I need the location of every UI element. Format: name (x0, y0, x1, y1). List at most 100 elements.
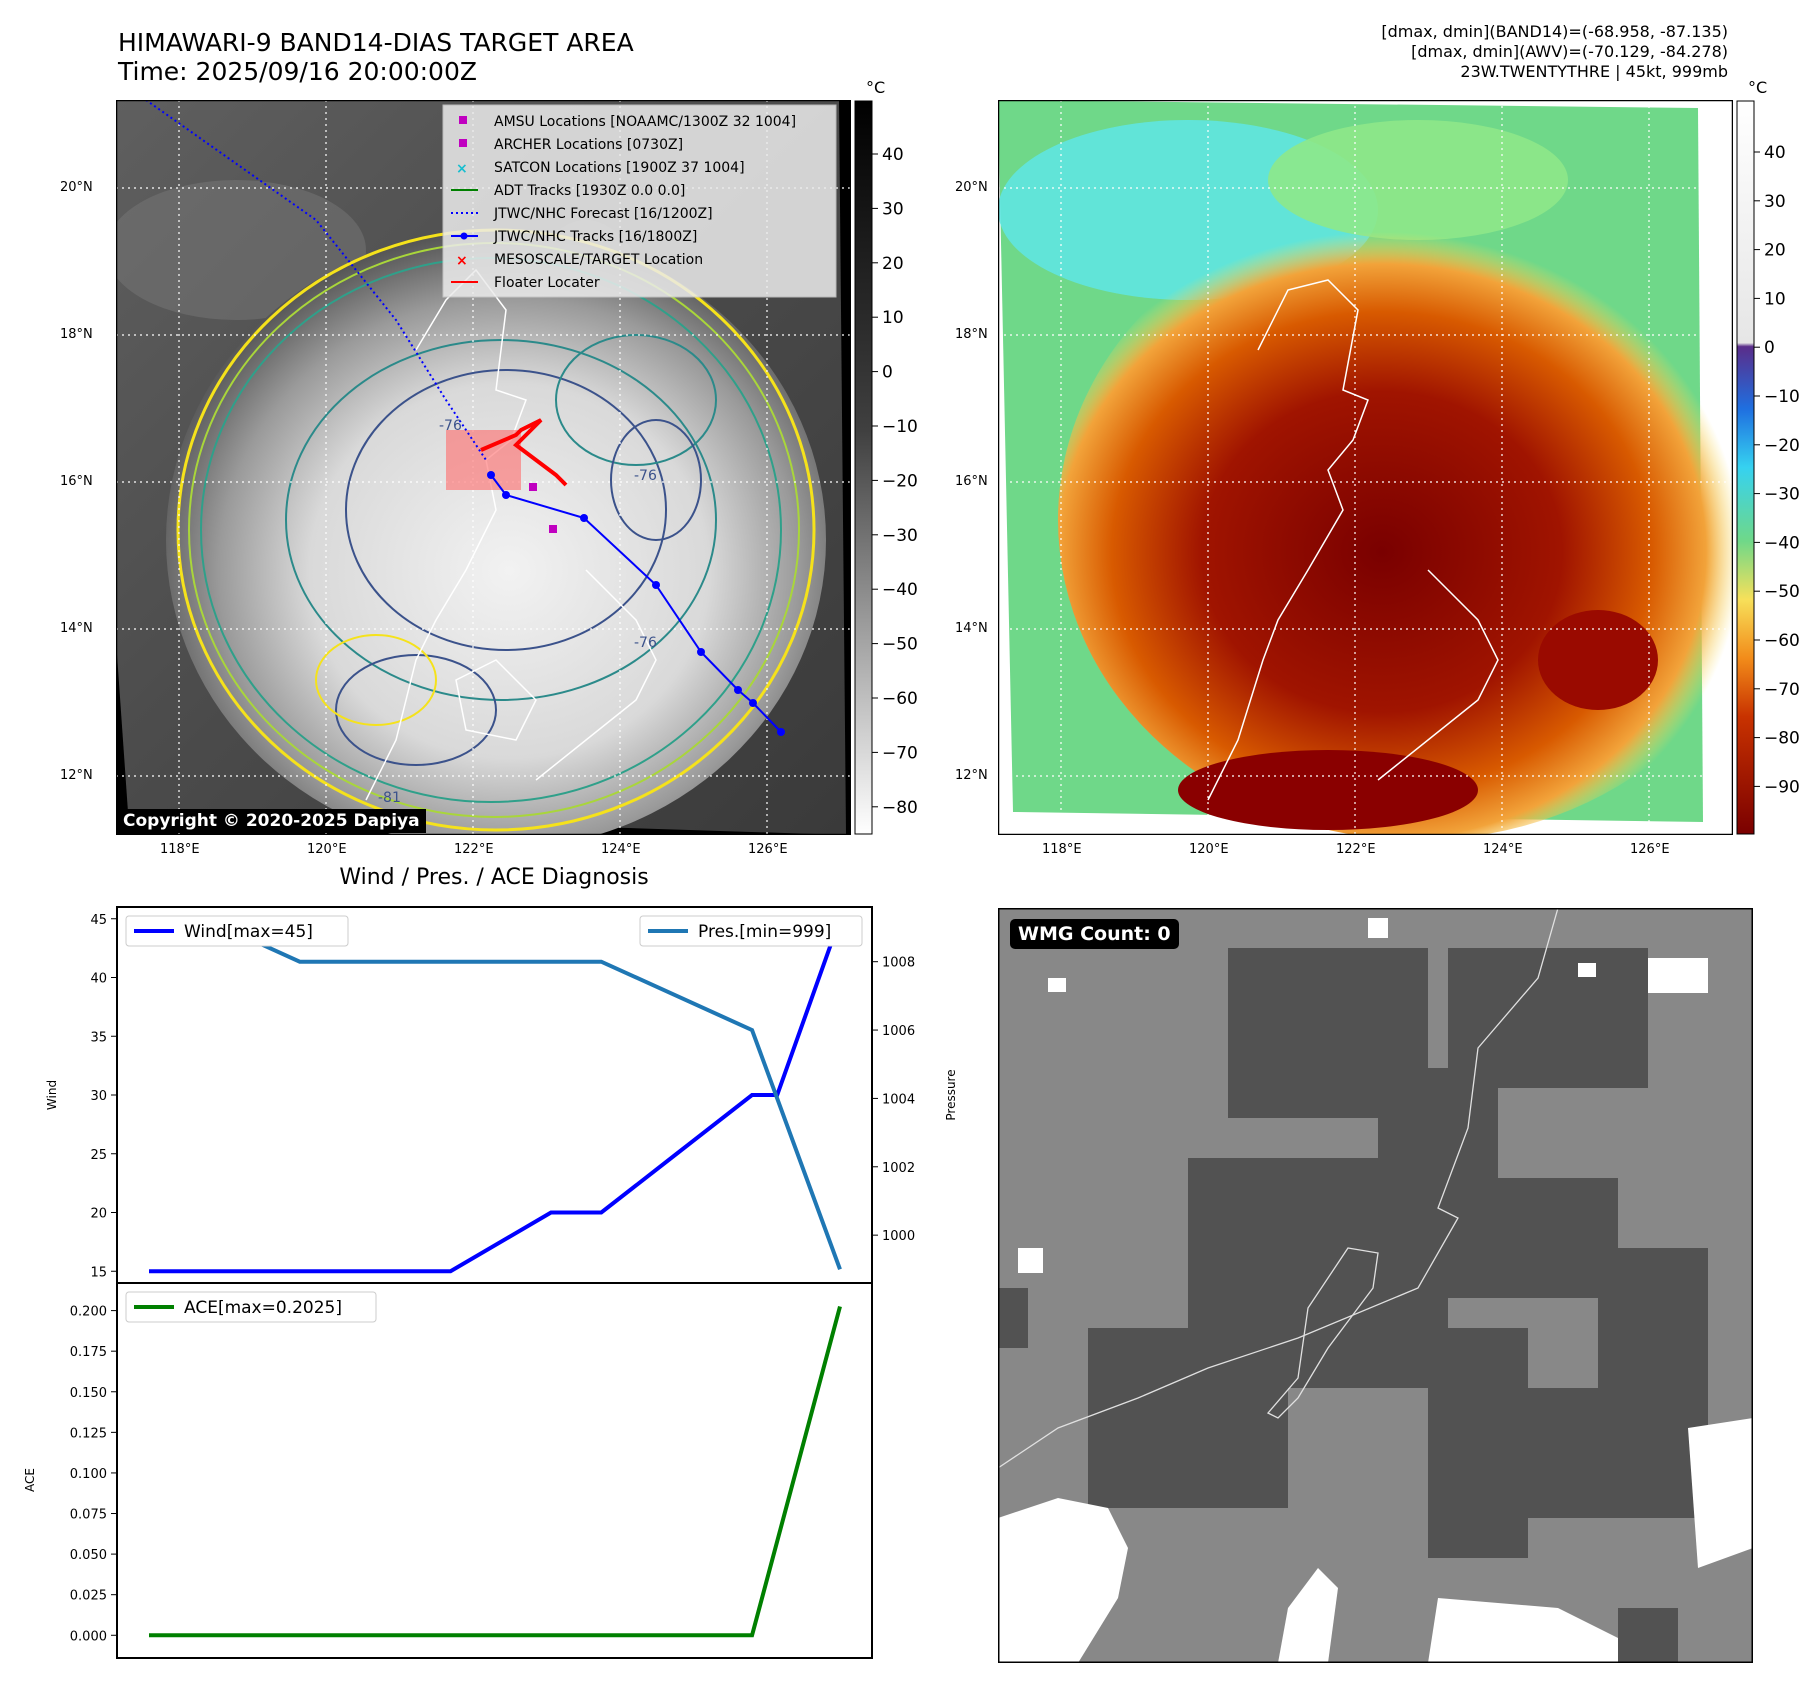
lat-label: 14°N (955, 621, 988, 636)
colorbar-tick-label: 30 (1764, 192, 1786, 212)
lon-label: 118°E (160, 842, 200, 857)
colorbar-tick-label: 20 (1764, 241, 1786, 261)
colorbar-tick-label: −40 (882, 580, 918, 600)
lat-label: 14°N (60, 621, 93, 636)
lat-label: 12°N (60, 768, 93, 783)
ace-axis-label: ACE (23, 1468, 37, 1492)
ace-tick-label: 0.075 (70, 1508, 107, 1523)
colorbar-tick-label: −60 (1764, 631, 1800, 651)
ace-axes (116, 1282, 873, 1659)
floater-locater (480, 418, 568, 487)
lon-label: 124°E (1483, 842, 1523, 857)
wind-tick-label: 25 (90, 1148, 107, 1163)
legend-archer: ARCHER Locations [0730Z] (494, 137, 683, 153)
lon-label: 120°E (1189, 842, 1229, 857)
colorbar-tick-label: −10 (882, 417, 918, 437)
ace-tick-label: 0.125 (70, 1426, 107, 1441)
band14-range-info: [dmax, dmin](BAND14)=(-68.958, -87.135) (1381, 22, 1728, 41)
colorbar-tick-label: −50 (882, 635, 918, 655)
wind-axis-label: Wind (45, 1080, 59, 1110)
colorbar-tick-label: 0 (1764, 338, 1775, 358)
ace-legend-box (125, 1291, 377, 1323)
lat-label: 12°N (955, 768, 988, 783)
colorbar-tick-label: 40 (882, 145, 904, 165)
colorbar-tick-label: 30 (882, 199, 904, 219)
legend-target: MESOSCALE/TARGET Location (494, 252, 703, 268)
colorbar-tick-label: −80 (1764, 729, 1800, 749)
wind-tick-label: 40 (90, 972, 107, 987)
ace-tick-label: 0.025 (70, 1589, 107, 1604)
wind-legend-label: Wind[max=45] (184, 922, 313, 942)
map-legend: AMSU Locations [NOAAMC/1300Z 32 1004] AR… (451, 114, 796, 291)
pressure-legend-box (639, 915, 863, 947)
colorbar-tick-label: −70 (1764, 680, 1800, 700)
colorbar-tick-label: −10 (1764, 387, 1800, 407)
diagnosis-chart: 15 20 25 30 35 40 45 1000 1002 1004 1006 1008 Wind Pr… (23, 906, 958, 1659)
lat-label: 16°N (955, 474, 988, 489)
colorbar-tick-label: −20 (1764, 436, 1800, 456)
awv-map (998, 100, 1733, 835)
wind-tick-label: 20 (90, 1207, 107, 1222)
ace-tick-label: 0.000 (70, 1629, 107, 1644)
pressure-axis-label: Pressure (944, 1069, 958, 1120)
jtwc-forecast-line (145, 100, 487, 461)
wind-tick-label: 30 (90, 1089, 107, 1104)
lat-label: 18°N (60, 327, 93, 342)
colorbar-tick-label: 0 (882, 363, 893, 383)
lon-label: 118°E (1042, 842, 1082, 857)
legend-floater: Floater Locater (494, 275, 600, 291)
pressure-tick-label: 1000 (882, 1229, 915, 1244)
ace-series-line (149, 1306, 842, 1638)
band14-map: AMSU Locations [NOAAMC/1300Z 32 1004] AR… (116, 100, 851, 835)
colorbar-tick-label: 10 (882, 308, 904, 328)
wind-tick-label: 35 (90, 1030, 107, 1045)
wind-axes (116, 906, 873, 1284)
wmg-panel (998, 908, 1753, 1663)
colorbar-tick-label: −30 (882, 526, 918, 546)
colorbar-tick-label: −20 (882, 471, 918, 491)
storm-info: 23W.TWENTYTHRE | 45kt, 999mb (1460, 62, 1728, 81)
pressure-legend-label: Pres.[min=999] (698, 922, 831, 942)
colorbar-tick-label: −90 (1764, 777, 1800, 797)
colorbar-gray: 40 30 20 10 0 −10 −20 −30 −40 −50 −60 −70 −80 (854, 100, 918, 835)
lat-label: 20°N (60, 180, 93, 195)
contour-label: -76 (634, 468, 657, 484)
chart-title: HIMAWARI-9 BAND14-DIAS TARGET AREA (118, 28, 634, 57)
legend-tracks: JTWC/NHC Tracks [16/1800Z] (493, 229, 697, 245)
lon-label: 126°E (748, 842, 788, 857)
legend-forecast: JTWC/NHC Forecast [16/1200Z] (493, 206, 713, 222)
colorbar-tick-label: −30 (1764, 485, 1800, 505)
colorbar-tick-label: 40 (1764, 143, 1786, 163)
colorbar-tick-label: −80 (882, 798, 918, 818)
lon-label: 122°E (1336, 842, 1376, 857)
legend-adt: ADT Tracks [1930Z 0.0 0.0] (494, 183, 685, 199)
pressure-tick-label: 1002 (882, 1161, 915, 1176)
wmg-count-label: WMG Count: 0 (1010, 919, 1179, 949)
colorbar-tick-label: 10 (1764, 289, 1786, 309)
colorbar-unit: °C (866, 78, 886, 97)
ace-tick-label: 0.200 (70, 1305, 107, 1320)
colorbar-tick-label: −70 (882, 743, 918, 763)
contour-label: -76 (439, 418, 462, 434)
lat-label: 16°N (60, 474, 93, 489)
pressure-tick-label: 1006 (882, 1024, 915, 1039)
legend-satcon: SATCON Locations [1900Z 37 1004] (494, 160, 745, 176)
copyright: Copyright © 2020-2025 Dapiya (117, 809, 426, 833)
colorbar-tick-label: 20 (882, 254, 904, 274)
legend-amsu: AMSU Locations [NOAAMC/1300Z 32 1004] (494, 114, 796, 130)
wind-legend-box (125, 915, 349, 947)
svg-text:×: × (456, 161, 468, 177)
lat-label: 20°N (955, 180, 988, 195)
lat-label: 18°N (955, 327, 988, 342)
colorbar-awv: 40 30 20 10 0 −10 −20 −30 −40 −50 −60 −70 −80 −90 (1736, 100, 1800, 835)
colorbar-tick-label: −50 (1764, 582, 1800, 602)
lon-label: 122°E (454, 842, 494, 857)
pressure-tick-label: 1008 (882, 956, 915, 971)
lon-label: 124°E (601, 842, 641, 857)
contour-label: -76 (634, 635, 657, 651)
contour-label: -81 (378, 790, 401, 806)
ace-tick-label: 0.175 (70, 1345, 107, 1360)
diagnosis-title: Wind / Pres. / ACE Diagnosis (339, 865, 649, 890)
lon-label: 120°E (307, 842, 347, 857)
colorbar-tick-label: −60 (882, 689, 918, 709)
